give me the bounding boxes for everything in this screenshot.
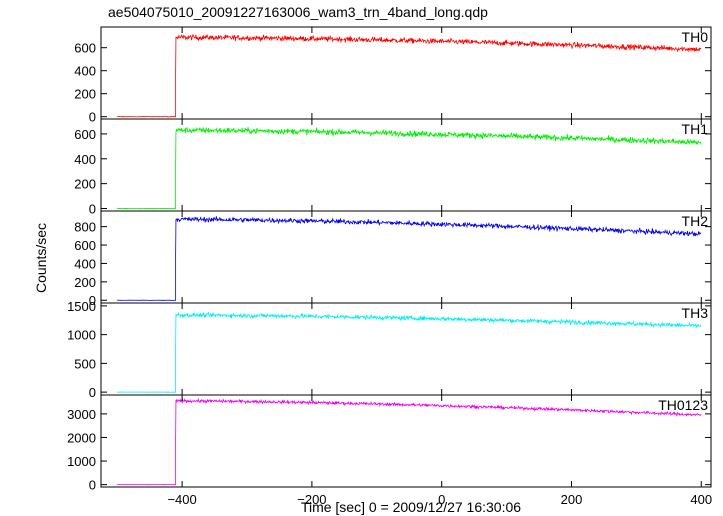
y-tick-label-TH1: 200: [74, 177, 96, 192]
y-tick-label-TH3: 0: [89, 385, 96, 400]
series-line-TH0: [116, 34, 702, 118]
x-axis-label: Time [sec] 0 = 2009/12/27 16:30:06: [301, 499, 521, 515]
x-tick-label: −200: [297, 492, 326, 507]
y-tick-label-TH0123: 1000: [67, 454, 96, 469]
y-tick-label-TH2: 200: [74, 275, 96, 290]
series-label-TH0: TH0: [682, 29, 709, 45]
x-tick-label: 200: [561, 492, 583, 507]
series-label-TH0123: TH0123: [658, 397, 708, 413]
panels: 0 200 400 600 TH0 0 200 400 600 TH1 0 200 400 600 800 T…: [67, 26, 712, 507]
x-tick-label: 0: [438, 492, 445, 507]
y-tick-label-TH0123: 3000: [67, 407, 96, 422]
series-line-TH1: [116, 126, 702, 210]
y-tick-label-TH0123: 0: [89, 478, 96, 493]
y-axis-label: Counts/sec: [33, 223, 49, 293]
series-label-TH1: TH1: [682, 121, 709, 137]
series-label-TH3: TH3: [682, 305, 709, 321]
panel-frame-TH0123: [100, 394, 712, 488]
y-tick-label-TH1: 0: [89, 202, 96, 217]
y-tick-label-TH2: 400: [74, 256, 96, 271]
panel-frame-TH1: [100, 118, 712, 212]
series-line-TH0123: [116, 397, 702, 486]
y-tick-label-TH0: 200: [74, 87, 96, 102]
series-line-TH3: [116, 311, 702, 393]
y-tick-label-TH2: 600: [74, 238, 96, 253]
y-tick-label-TH1: 600: [74, 127, 96, 142]
y-tick-label-TH3: 1500: [67, 299, 96, 314]
y-tick-label-TH2: 0: [89, 293, 96, 308]
y-tick-label-TH1: 400: [74, 152, 96, 167]
x-tick-label: −400: [167, 492, 196, 507]
series-line-TH2: [116, 216, 702, 301]
panel-frame-TH2: [100, 210, 712, 304]
y-tick-label-TH3: 500: [74, 356, 96, 371]
y-tick-label-TH0: 600: [74, 41, 96, 56]
chart-title: ae504075010_20091227163006_wam3_trn_4ban…: [108, 4, 488, 20]
y-tick-label-TH0123: 2000: [67, 430, 96, 445]
y-tick-label-TH0: 0: [89, 110, 96, 125]
x-tick-label: 400: [690, 492, 712, 507]
series-label-TH2: TH2: [682, 213, 709, 229]
y-tick-label-TH3: 1000: [67, 328, 96, 343]
y-tick-label-TH2: 800: [74, 220, 96, 235]
y-tick-label-TH0: 400: [74, 64, 96, 79]
